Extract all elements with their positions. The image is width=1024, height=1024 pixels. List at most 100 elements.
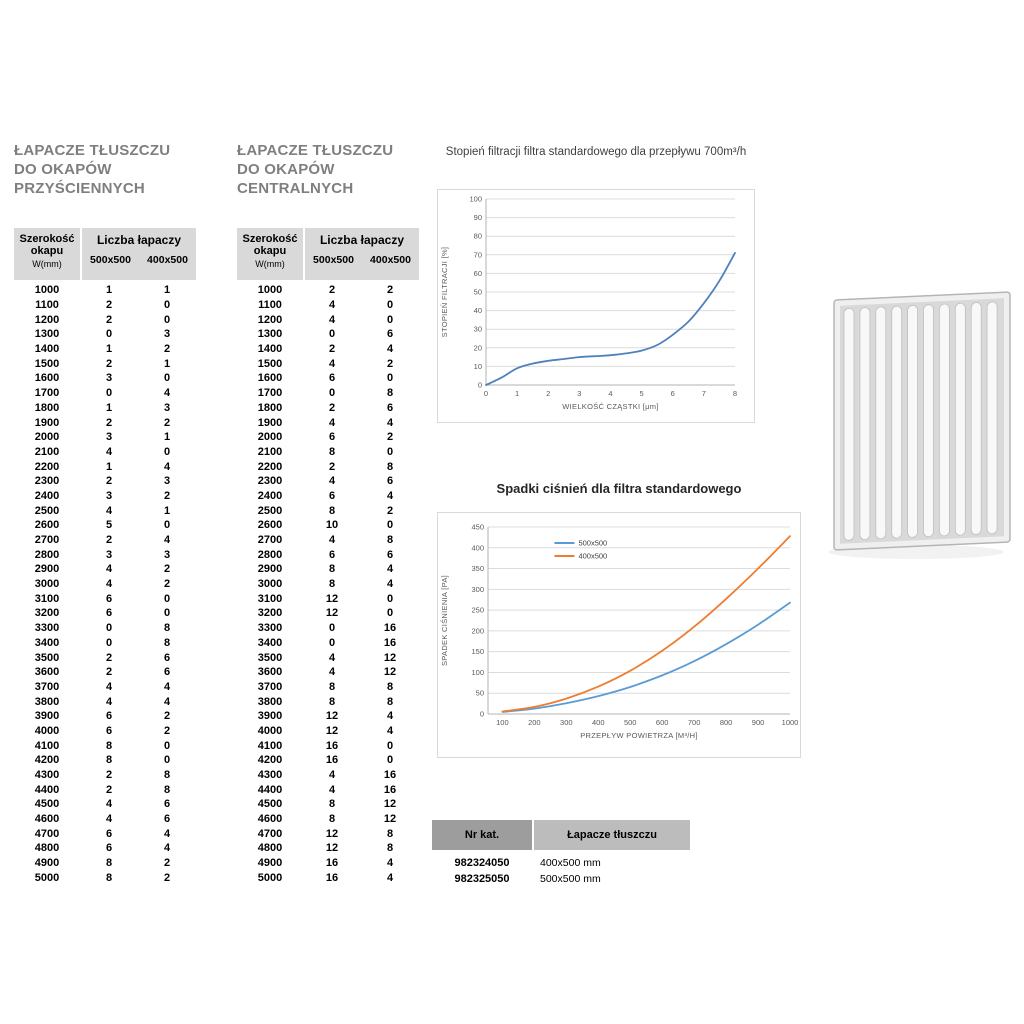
svg-text:350: 350 xyxy=(471,564,484,573)
trap-count-cell: 4 xyxy=(105,680,113,693)
trap-count-cell: 6 xyxy=(386,548,394,561)
trap-count-cell: 2 xyxy=(105,666,113,679)
trap-count-cell: 0 xyxy=(105,387,113,400)
trap-count-cell: 6 xyxy=(386,475,394,488)
size-column-headers: 500x500 400x500 xyxy=(82,254,196,266)
trap-count-cell: 12 xyxy=(325,827,339,840)
trap-count-cell: 6 xyxy=(105,827,113,840)
hood-width-cell: 1000 xyxy=(257,284,283,297)
hood-width-cell: 1600 xyxy=(257,372,283,385)
trap-count-cell: 1 xyxy=(163,504,171,517)
hood-width-cell: 4000 xyxy=(257,724,283,737)
trap-count-cell: 0 xyxy=(386,372,394,385)
table-header: Szerokość okapu W(mm) Liczba łapaczy 500… xyxy=(237,228,419,280)
trap-count-cell: 4 xyxy=(328,651,336,664)
trap-count-cell: 2 xyxy=(163,578,171,591)
trap-count-cell: 4 xyxy=(328,313,336,326)
trap-count-cell: 2 xyxy=(328,284,336,297)
trap-count-cell: 2 xyxy=(105,783,113,796)
svg-text:WIELKOŚĆ CZĄSTKI [μm]: WIELKOŚĆ CZĄSTKI [μm] xyxy=(562,402,658,411)
trap-count-cell: 3 xyxy=(163,548,171,561)
svg-text:6: 6 xyxy=(671,389,675,398)
wall-hoods-grease-trap-table: ŁAPACZE TŁUSZCZU DO OKAPÓW PRZYŚCIENNYCH… xyxy=(14,141,196,885)
trap-count-cell: 4 xyxy=(328,769,336,782)
svg-text:200: 200 xyxy=(528,718,541,727)
svg-text:400: 400 xyxy=(592,718,605,727)
filter-count-row: 2200 1 4 xyxy=(14,459,196,474)
trap-count-cell: 6 xyxy=(105,607,113,620)
pressure-drop-chart: 0 50 100 150 200 250 300 350 400 450 100 200 300 400 5… xyxy=(440,523,798,741)
catalog-number-cell: 982325050 xyxy=(454,873,510,885)
trap-count-cell: 2 xyxy=(105,357,113,370)
filter-count-row: 3600 2 6 xyxy=(14,665,196,680)
trap-count-cell: 0 xyxy=(386,754,394,767)
filter-count-row: 1500 4 2 xyxy=(237,356,419,371)
filter-count-row: 1900 2 2 xyxy=(14,415,196,430)
hood-width-cell: 3500 xyxy=(34,651,60,664)
trap-count-cell: 0 xyxy=(105,622,113,635)
trap-count-cell: 8 xyxy=(105,857,113,870)
svg-text:3: 3 xyxy=(577,389,581,398)
svg-text:40: 40 xyxy=(474,306,482,315)
filter-count-row: 1700 0 8 xyxy=(237,386,419,401)
hood-width-cell: 2300 xyxy=(34,475,60,488)
group-header-label: Liczba łapaczy xyxy=(96,233,182,247)
filter-count-row: 1300 0 6 xyxy=(237,327,419,342)
svg-text:50: 50 xyxy=(476,689,484,698)
trap-count-cell: 0 xyxy=(386,607,394,620)
trap-count-cell: 4 xyxy=(328,534,336,547)
filter-count-row: 5000 16 4 xyxy=(237,871,419,886)
hood-width-cell: 3800 xyxy=(34,695,60,708)
svg-text:500x500: 500x500 xyxy=(578,539,607,548)
hood-width-cell: 2700 xyxy=(257,534,283,547)
filter-count-row: 2800 3 3 xyxy=(14,547,196,562)
trap-count-cell: 0 xyxy=(163,754,171,767)
hood-width-cell: 1900 xyxy=(34,416,60,429)
hood-width-cell: 1500 xyxy=(34,357,60,370)
title-line: CENTRALNYCH xyxy=(237,180,354,197)
trap-count-cell: 0 xyxy=(163,372,171,385)
trap-count-cell: 8 xyxy=(328,504,336,517)
filter-count-row: 4900 8 2 xyxy=(14,856,196,871)
trap-count-cell: 0 xyxy=(163,519,171,532)
trap-count-cell: 6 xyxy=(105,724,113,737)
trap-count-cell: 4 xyxy=(163,842,171,855)
hood-width-cell: 4300 xyxy=(257,769,283,782)
trap-count-cell: 8 xyxy=(105,739,113,752)
trap-count-cell: 4 xyxy=(386,563,394,576)
trap-count-cell: 0 xyxy=(328,636,336,649)
trap-count-cell: 6 xyxy=(105,842,113,855)
size-column-headers: 500x500 400x500 xyxy=(305,254,419,266)
hood-width-cell: 2200 xyxy=(34,460,60,473)
trap-count-cell: 12 xyxy=(325,710,339,723)
table-title-wall: ŁAPACZE TŁUSZCZU DO OKAPÓW PRZYŚCIENNYCH xyxy=(14,141,196,198)
trap-count-cell: 2 xyxy=(163,710,171,723)
table-title-central: ŁAPACZE TŁUSZCZU DO OKAPÓW CENTRALNYCH xyxy=(237,141,419,198)
svg-text:100: 100 xyxy=(469,195,482,204)
size-column-400x500: 400x500 xyxy=(147,254,188,266)
hood-width-cell: 4500 xyxy=(257,798,283,811)
filter-count-row: 2600 5 0 xyxy=(14,518,196,533)
hood-width-cell: 2400 xyxy=(257,489,283,502)
hood-width-cell: 4700 xyxy=(257,827,283,840)
filter-count-row: 4800 6 4 xyxy=(14,841,196,856)
trap-count-group-header: Liczba łapaczy 500x500 400x500 xyxy=(305,228,419,280)
svg-text:300: 300 xyxy=(560,718,573,727)
trap-count-cell: 0 xyxy=(163,313,171,326)
trap-count-cell: 2 xyxy=(328,401,336,414)
svg-text:200: 200 xyxy=(471,626,484,635)
filter-count-row: 1300 0 3 xyxy=(14,327,196,342)
trap-count-cell: 4 xyxy=(386,710,394,723)
central-hoods-grease-trap-table: ŁAPACZE TŁUSZCZU DO OKAPÓW CENTRALNYCH S… xyxy=(237,141,419,885)
svg-text:80: 80 xyxy=(474,232,482,241)
trap-count-cell: 1 xyxy=(105,460,113,473)
filter-count-row: 4000 6 2 xyxy=(14,724,196,739)
hood-width-cell: 1100 xyxy=(35,299,59,312)
svg-text:SPADEK CIŚNIENIA [PA]: SPADEK CIŚNIENIA [PA] xyxy=(440,575,449,666)
svg-text:100: 100 xyxy=(496,718,509,727)
hood-width-cell: 3700 xyxy=(34,680,60,693)
filter-slats xyxy=(843,301,998,541)
svg-text:5: 5 xyxy=(640,389,644,398)
hood-width-cell: 4400 xyxy=(34,783,60,796)
title-line: PRZYŚCIENNYCH xyxy=(14,180,145,197)
